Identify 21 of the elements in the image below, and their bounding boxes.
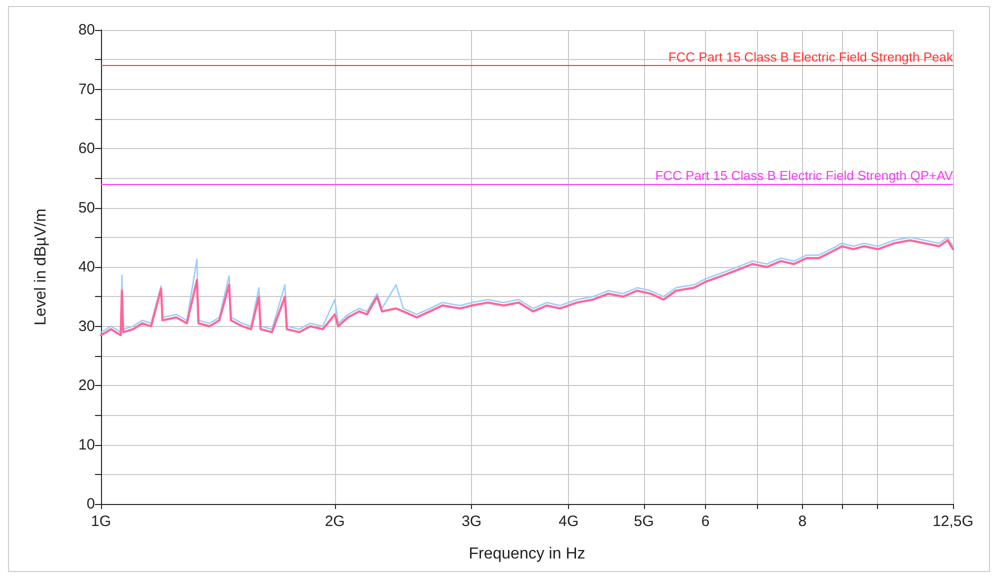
x-axis-title: Frequency in Hz — [468, 546, 586, 562]
y-tick-label: 50 — [78, 199, 95, 216]
ref-line-label: FCC Part 15 Class B Electric Field Strength Peak — [668, 50, 954, 65]
x-tick-label: 4G — [558, 513, 579, 530]
y-tick-label: 80 — [78, 22, 95, 38]
x-tick-label: 1G — [90, 513, 112, 530]
y-tick-label: 20 — [78, 377, 95, 394]
y-tick-label: 40 — [78, 258, 95, 276]
y-axis-title: Level in dBµV/m — [32, 208, 50, 326]
y-tick-label: 0 — [86, 496, 95, 512]
y-tick-label: 30 — [78, 318, 95, 335]
ref-line-label: FCC Part 15 Class B Electric Field Strength QP+AV — [655, 168, 954, 184]
x-tick-label: 8 — [798, 513, 807, 530]
y-tick-label: 60 — [78, 140, 95, 157]
x-tick-label: 5G — [634, 513, 654, 530]
y-tick-label: 10 — [78, 436, 95, 454]
x-tick-label: 2G — [324, 513, 345, 530]
x-tick-label: 6 — [701, 513, 710, 530]
y-tick-label: 70 — [78, 80, 95, 98]
x-tick-label: 12,5G — [932, 513, 974, 530]
x-tick-label: 3G — [462, 513, 482, 530]
